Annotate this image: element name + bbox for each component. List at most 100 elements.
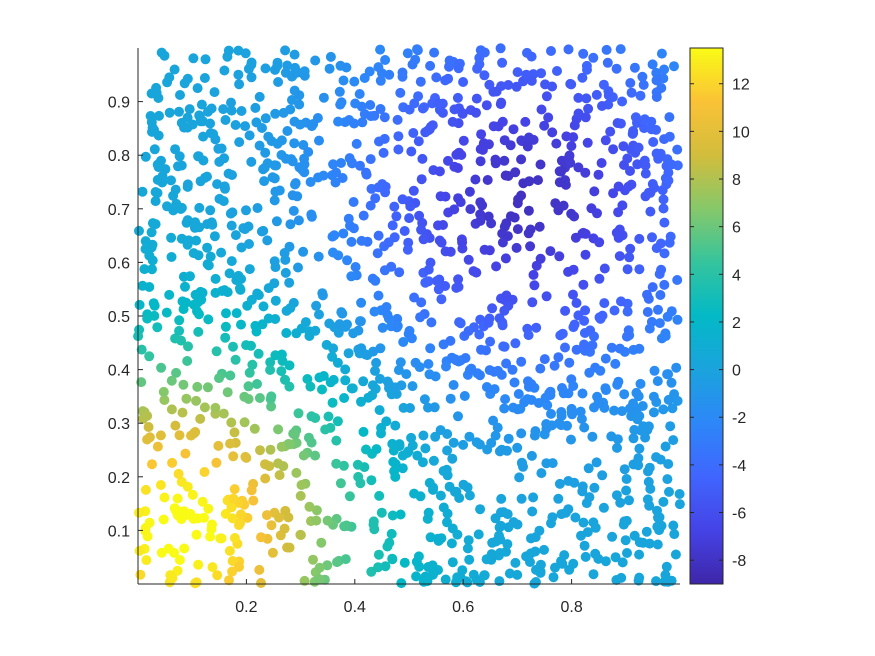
scatter-point (375, 75, 386, 86)
scatter-point (476, 129, 487, 140)
scatter-point (387, 510, 398, 521)
scatter-point (441, 361, 451, 372)
scatter-point (616, 296, 626, 307)
scatter-point (535, 363, 546, 374)
scatter-point (203, 260, 214, 271)
scatter-point (150, 187, 161, 197)
scatter-point (411, 571, 422, 582)
scatter-point (219, 65, 230, 76)
scatter-point (643, 466, 653, 477)
scatter-point (651, 452, 662, 463)
scatter-point (503, 433, 514, 444)
scatter-point (524, 176, 535, 187)
y-tick-label: 0.4 (108, 363, 130, 380)
scatter-point (502, 539, 513, 550)
scatter-point (234, 137, 245, 148)
scatter-point (236, 106, 247, 116)
scatter-point (599, 298, 610, 309)
scatter-point (277, 356, 288, 366)
scatter-point (166, 252, 177, 262)
scatter-point (159, 50, 170, 61)
colorbar-tick-label: 2 (732, 315, 741, 332)
scatter-point (628, 459, 639, 470)
scatter-point (190, 289, 201, 300)
scatter-point (594, 237, 605, 248)
scatter-point (487, 303, 498, 314)
scatter-point (191, 235, 202, 246)
y-tick-label: 0.9 (108, 95, 130, 112)
scatter-point (144, 351, 155, 362)
scatter-point (198, 131, 209, 142)
scatter-point (322, 560, 333, 571)
scatter-point (430, 431, 441, 442)
scatter-point (431, 276, 442, 286)
scatter-point (274, 470, 285, 481)
scatter-point (366, 475, 377, 486)
scatter-point (647, 282, 658, 293)
scatter-point (203, 314, 214, 325)
scatter-point (634, 443, 645, 454)
scatter-point (300, 317, 311, 328)
scatter-point (373, 230, 384, 241)
scatter-point (227, 556, 238, 566)
scatter-point (510, 338, 521, 349)
scatter-point (634, 233, 645, 244)
scatter-point (332, 357, 343, 368)
scatter-point (382, 309, 393, 320)
scatter-point (211, 457, 222, 468)
scatter-point (243, 381, 254, 392)
scatter-point (316, 537, 327, 548)
scatter-point (396, 578, 407, 589)
scatter-point (374, 490, 385, 501)
scatter-point (177, 407, 188, 418)
scatter-point (566, 141, 577, 151)
scatter-point (323, 411, 334, 422)
scatter-point (546, 408, 556, 419)
x-tick-label: 0.2 (235, 599, 257, 616)
scatter-point (267, 172, 278, 183)
scatter-point (149, 144, 160, 155)
scatter-point (205, 251, 216, 262)
scatter-point (409, 488, 420, 499)
scatter-point (140, 526, 151, 536)
scatter-point (135, 569, 146, 580)
scatter-point (580, 228, 591, 239)
scatter-point (632, 414, 643, 425)
scatter-point (344, 153, 355, 164)
scatter-point (222, 51, 233, 62)
scatter-point (489, 384, 500, 395)
scatter-point (593, 398, 604, 409)
scatter-point (226, 105, 237, 116)
scatter-point (222, 387, 233, 398)
scatter-point (494, 530, 504, 541)
scatter-point (569, 319, 580, 330)
scatter-point (565, 157, 576, 168)
scatter-point (541, 91, 552, 102)
scatter-point (447, 116, 458, 127)
scatter-point (458, 135, 469, 146)
scatter-point (379, 133, 390, 144)
scatter-point (293, 408, 304, 419)
scatter-point (241, 205, 251, 216)
scatter-point (392, 114, 403, 125)
scatter-point (457, 108, 468, 118)
scatter-point (653, 304, 663, 315)
scatter-point (254, 140, 265, 151)
scatter-point (554, 177, 565, 188)
scatter-point (618, 141, 629, 152)
scatter-point (629, 530, 640, 541)
scatter-point (336, 307, 347, 318)
scatter-point (221, 308, 231, 319)
colorbar-ticks: 12 10 8 6 4 2 0 -2 -4 -6 -8 (690, 77, 750, 570)
scatter-point (619, 464, 630, 475)
scatter-point (582, 64, 592, 75)
scatter-point (329, 230, 340, 241)
scatter-point (350, 262, 361, 272)
scatter-point (508, 124, 519, 135)
scatter-point (582, 137, 593, 148)
scatter-point (450, 486, 460, 497)
scatter-point (558, 388, 569, 399)
colorbar-tick-label: -8 (732, 553, 746, 570)
scatter-point (434, 235, 445, 246)
scatter-point (433, 98, 444, 109)
